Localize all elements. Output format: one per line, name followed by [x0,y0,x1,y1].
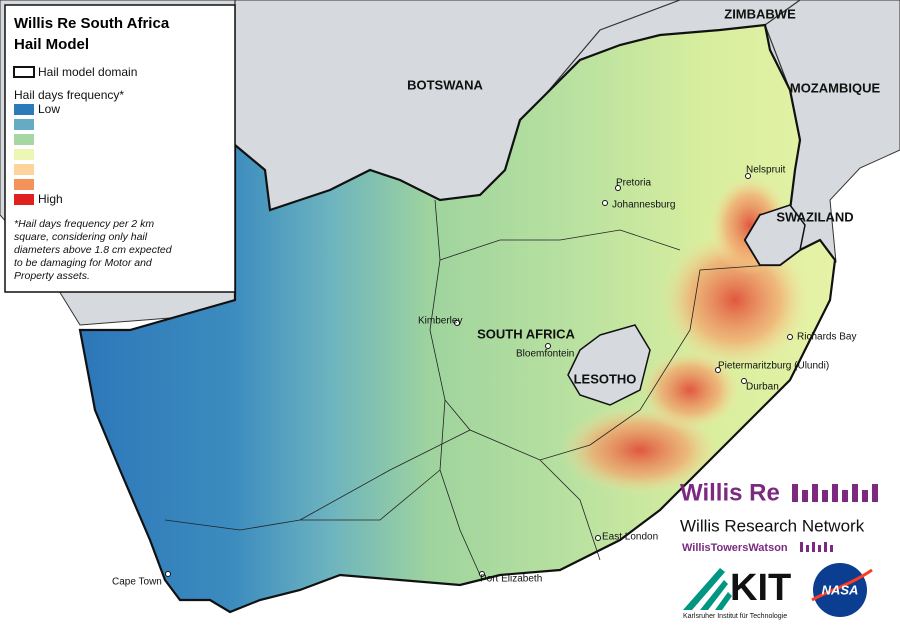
city-dot [602,200,608,206]
city-label: Pretoria [616,178,651,189]
footnote-line: square, considering only hail [14,231,148,243]
city-dot [615,185,621,191]
scale-swatch [14,179,34,190]
city-label: Durban [746,382,779,393]
city-dot [545,343,551,349]
lesotho [567,324,651,406]
city-label: Pietermaritzburg (Ulundi) [718,361,829,372]
logo-wrn: Willis Research Network [680,516,865,535]
wtw-mark-small [800,542,833,552]
scale-swatch [14,149,34,160]
city-label: Cape Town [112,577,162,588]
wtw-mark [792,484,878,502]
footnote-line: Property assets. [14,270,90,282]
city-label: East London [602,532,658,543]
cities: Pretoria Johannesburg Nelspruit Kimberley Bl… [112,165,856,588]
scale-title: Hail days frequency* [14,88,124,102]
city-dot [787,334,793,340]
scale-low: Low [38,102,60,116]
city-label: Nelspruit [746,165,786,176]
logo-willis-re: Willis Re [680,479,780,506]
footnote-line: to be damaging for Motor and [14,257,153,269]
country-label: BOTSWANA [407,77,483,92]
city-label: Port Elizabeth [480,574,542,585]
city-label: Bloemfontein [516,349,574,360]
scale-high: High [38,192,63,206]
domain-outline [78,23,837,614]
city-dot [479,571,485,577]
logo-nasa: NASA [822,582,859,597]
country-label: SOUTH AFRICA [477,326,575,341]
city-dot [454,320,460,326]
city-dot [595,535,601,541]
scale: Low High [14,102,63,206]
scale-swatch [14,194,34,205]
kit-mark [683,568,732,610]
city-dot [165,571,171,577]
city-label: Kimberley [418,316,462,327]
city-label: Richards Bay [797,332,856,343]
city-label: Johannesburg [612,200,675,211]
scale-swatch [14,104,34,115]
footnote-line: diameters above 1.8 cm expected [14,244,173,256]
country-label: SWAZILAND [776,209,853,224]
legend-title: Hail Model [14,36,89,53]
scale-swatch [14,164,34,175]
nasa-swoosh [811,568,873,602]
swaziland [744,204,806,266]
footnote-line: *Hail days frequency per 2 km [14,218,154,230]
country-label: MOZAMBIQUE [790,80,881,95]
country-label: LESOTHO [574,371,637,386]
scale-swatch [14,119,34,130]
city-dot [741,378,747,384]
country-label: ZIMBABWE [724,6,796,21]
logo-kit-sub: Karlsruher Institut für Technologie [683,613,787,620]
scale-swatch [14,134,34,145]
logo-kit: KIT [730,567,791,609]
city-dot [715,367,721,373]
legend-box [4,4,236,293]
city-dot [745,173,751,179]
domain-swatch [13,66,35,78]
logo-wtw: WillisTowersWatson [682,542,788,554]
legend-title: Willis Re South Africa [14,15,170,32]
domain-label: Hail model domain [38,65,137,79]
nasa-circle [813,563,867,617]
province-borders [164,199,771,576]
